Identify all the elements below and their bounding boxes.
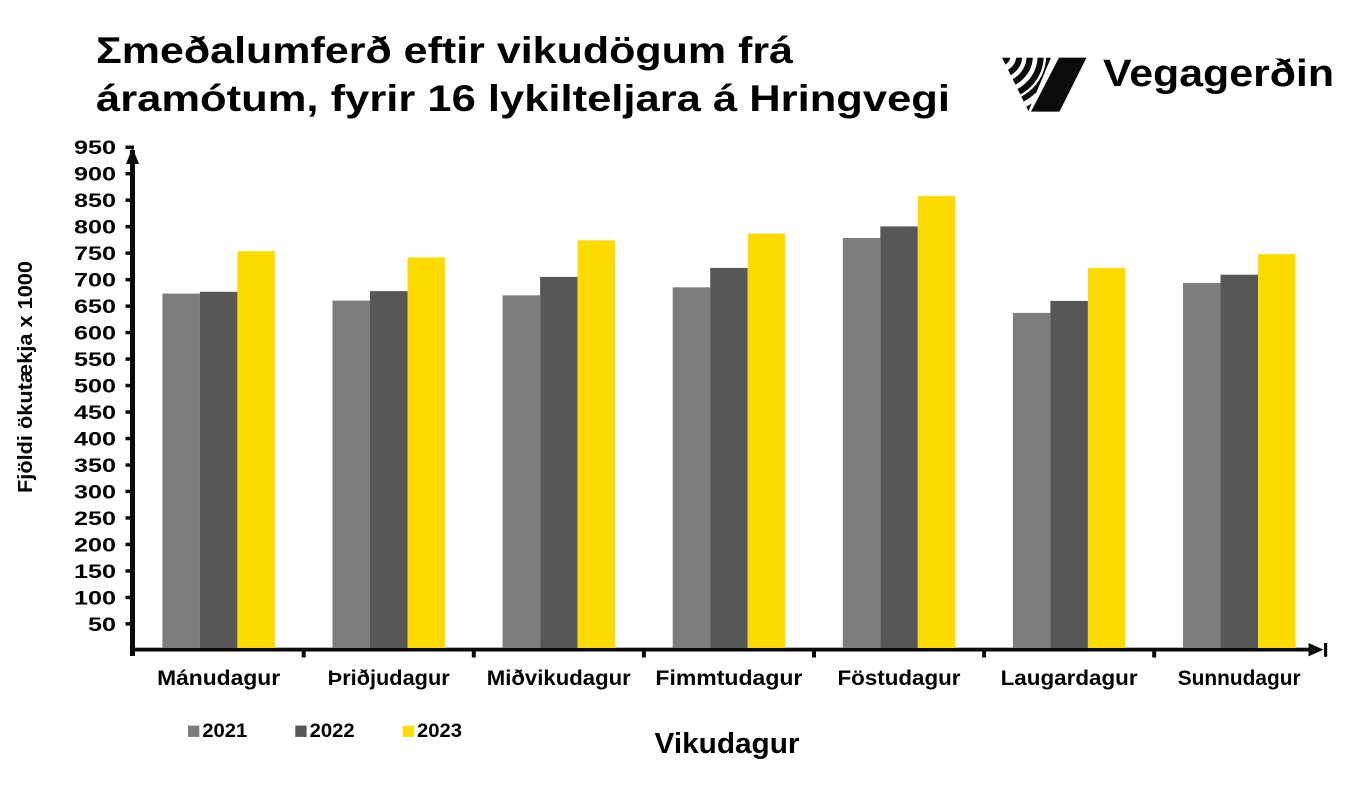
svg-text:150: 150 — [74, 561, 116, 583]
svg-text:Vikudagur: Vikudagur — [655, 728, 800, 760]
svg-text:Fjöldi ökutækja x 1000: Fjöldi ökutækja x 1000 — [15, 261, 37, 493]
svg-text:850: 850 — [74, 190, 116, 212]
svg-text:Σmeðalumferð eftir vikudögum f: Σmeðalumferð eftir vikudögum frá — [96, 30, 793, 71]
svg-text:650: 650 — [74, 296, 116, 318]
svg-text:250: 250 — [74, 508, 116, 530]
svg-text:Sunnudagur: Sunnudagur — [1178, 667, 1301, 690]
svg-text:450: 450 — [74, 402, 116, 424]
svg-text:550: 550 — [74, 349, 116, 371]
svg-text:Þriðjudagur: Þriðjudagur — [328, 667, 450, 690]
svg-text:Fimmtudagur: Fimmtudagur — [655, 667, 802, 690]
svg-text:Miðvikudagur: Miðvikudagur — [487, 667, 631, 690]
svg-text:350: 350 — [74, 455, 116, 477]
svg-text:Vegagerðin: Vegagerðin — [1103, 53, 1334, 95]
svg-text:2021: 2021 — [202, 721, 247, 742]
svg-text:700: 700 — [74, 270, 116, 292]
svg-text:Laugardagur: Laugardagur — [1001, 667, 1138, 690]
svg-text:500: 500 — [74, 376, 116, 398]
svg-text:2023: 2023 — [417, 721, 462, 742]
svg-text:áramótum, fyrir 16 lykilteljar: áramótum, fyrir 16 lykilteljara á Hringv… — [96, 78, 950, 119]
svg-text:2022: 2022 — [310, 721, 355, 742]
svg-text:400: 400 — [74, 429, 116, 451]
svg-text:200: 200 — [74, 535, 116, 557]
svg-text:800: 800 — [74, 217, 116, 239]
svg-text:300: 300 — [74, 482, 116, 504]
svg-text:600: 600 — [74, 323, 116, 345]
svg-text:950: 950 — [74, 137, 116, 159]
svg-text:Föstudagur: Föstudagur — [838, 667, 961, 690]
svg-text:Mánudagur: Mánudagur — [157, 667, 280, 690]
svg-text:100: 100 — [74, 587, 116, 609]
svg-text:750: 750 — [74, 243, 116, 265]
svg-text:900: 900 — [74, 164, 116, 186]
svg-text:50: 50 — [88, 614, 116, 636]
